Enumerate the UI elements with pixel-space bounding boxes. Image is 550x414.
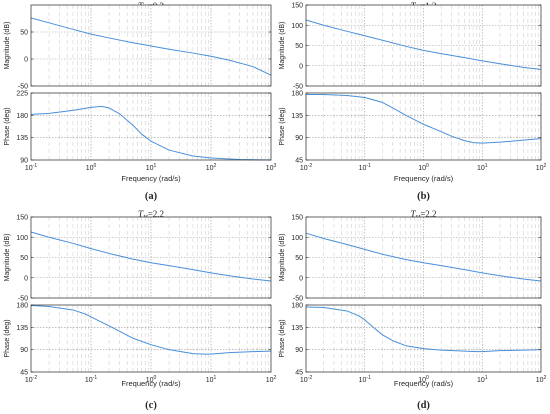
magnitude-ytick-label: 150 — [16, 215, 28, 222]
magnitude-axes-frame — [30, 4, 272, 87]
phase-ytick-label: 90 — [20, 158, 28, 165]
xtick-label: 101 — [206, 375, 217, 384]
xtick-label: 100 — [86, 163, 97, 172]
magnitude-ytick-label: -50 — [293, 84, 303, 91]
xtick-label: 10-1 — [25, 163, 37, 172]
phase-ytick-label: 180 — [16, 113, 28, 120]
xtick-label: 100 — [146, 375, 157, 384]
magnitude-ylabel: Magnitude (dB) — [279, 22, 286, 70]
magnitude-series-line — [30, 17, 272, 76]
magnitude-series-line — [305, 19, 542, 70]
phase-plot: 45 90 135 180 Phase (deg) — [4, 303, 272, 377]
phase-ytick-label: 135 — [16, 325, 28, 332]
magnitude-ytick-label: 0 — [299, 63, 303, 70]
phase-series-line — [306, 93, 542, 144]
phase-series-line — [305, 306, 542, 353]
phase-ytick-label: 225 — [16, 91, 28, 98]
magnitude-ylabel: Magnitude (dB) — [4, 22, 11, 70]
magnitude-ytick-label: -50 — [18, 84, 28, 91]
phase-ytick-label: 135 — [16, 135, 28, 142]
phase-ytick-label: 180 — [291, 91, 303, 98]
magnitude-ytick-label: 100 — [16, 235, 28, 242]
phase-ytick-label: 45 — [295, 370, 303, 377]
xlabel: Frequency (rad/s) — [394, 379, 454, 388]
magnitude-ytick-label: 50 — [20, 255, 28, 262]
magnitude-ytick-label: 150 — [291, 3, 303, 10]
xtick-label: 10-2 — [300, 375, 312, 384]
magnitude-ytick-label: 50 — [295, 255, 303, 262]
xlabel: Frequency (rad/s) — [121, 379, 181, 388]
phase-ytick-label: 135 — [291, 113, 303, 120]
xtick-label: 10-1 — [359, 375, 371, 384]
xtick-label: 101 — [477, 163, 488, 172]
magnitude-plot: -50 0 50 100 150 Magnitude (dB) — [279, 3, 542, 91]
panel-caption: (b) — [417, 191, 430, 202]
panel-caption: (a) — [145, 191, 158, 202]
magnitude-ytick-label: 150 — [291, 215, 303, 222]
xlabel: Frequency (rad/s) — [121, 174, 181, 183]
xtick-label: 10-2 — [300, 163, 312, 172]
phase-axes-frame — [30, 304, 272, 373]
xtick-label: 102 — [536, 163, 547, 172]
phase-ylabel: Phase (deg) — [279, 319, 286, 357]
magnitude-ytick-label: -50 — [293, 296, 303, 303]
magnitude-ytick-label: -50 — [18, 296, 28, 303]
phase-ylabel: Phase (deg) — [4, 107, 11, 145]
phase-ytick-label: 135 — [291, 325, 303, 332]
phase-plot: 90 135 180 225 Phase (deg) — [4, 91, 272, 165]
phase-series-line — [30, 105, 272, 161]
phase-ytick-label: 45 — [20, 370, 28, 377]
phase-ylabel: Phase (deg) — [4, 319, 11, 357]
xtick-label: 102 — [536, 375, 547, 384]
xtick-label: 100 — [418, 163, 429, 172]
xtick-label: 103 — [266, 163, 277, 172]
phase-axes-frame — [30, 92, 272, 161]
magnitude-ytick-label: 100 — [291, 23, 303, 30]
magnitude-plot: -50 0 50 Magnitude (dB) — [4, 4, 272, 91]
magnitude-ytick-label: 0 — [24, 275, 28, 282]
phase-ytick-label: 180 — [16, 303, 28, 310]
magnitude-plot: -50 0 50 100 150 Magnitude (dB) — [279, 215, 542, 303]
magnitude-series-line — [305, 232, 542, 282]
xtick-label: 101 — [146, 163, 157, 172]
phase-plot: 45 90 135 180 Phase (deg) — [279, 91, 542, 165]
phase-ylabel: Phase (deg) — [279, 107, 286, 145]
magnitude-series-line — [30, 231, 272, 282]
magnitude-ytick-label: 100 — [291, 235, 303, 242]
xtick-label: 10-2 — [25, 375, 37, 384]
phase-plot: 45 90 135 180 Phase (deg) — [279, 303, 542, 377]
phase-ytick-label: 90 — [295, 347, 303, 354]
magnitude-ytick-label: 50 — [295, 43, 303, 50]
magnitude-ytick-label: 0 — [299, 275, 303, 282]
magnitude-ylabel: Magnitude (dB) — [279, 234, 286, 282]
xlabel: Frequency (rad/s) — [394, 174, 454, 183]
phase-ytick-label: 180 — [291, 303, 303, 310]
panel-caption: (c) — [145, 400, 157, 411]
xtick-label: 10-1 — [85, 375, 97, 384]
panel-caption: (d) — [417, 400, 430, 411]
xtick-label: 101 — [477, 375, 488, 384]
magnitude-ytick-label: 50 — [20, 30, 28, 37]
phase-ytick-label: 90 — [20, 347, 28, 354]
magnitude-ylabel: Magnitude (dB) — [4, 234, 11, 282]
phase-ytick-label: 45 — [295, 158, 303, 165]
magnitude-ytick-label: 0 — [24, 57, 28, 64]
xtick-label: 102 — [266, 375, 277, 384]
xtick-label: 102 — [206, 163, 217, 172]
xtick-label: 10-1 — [359, 163, 371, 172]
phase-ytick-label: 90 — [295, 135, 303, 142]
xtick-label: 100 — [418, 375, 429, 384]
phase-axes-frame — [305, 92, 542, 161]
phase-series-line — [30, 305, 272, 355]
phase-axes-frame — [305, 304, 542, 373]
magnitude-plot: -50 0 50 100 150 Magnitude (dB) — [4, 215, 272, 303]
